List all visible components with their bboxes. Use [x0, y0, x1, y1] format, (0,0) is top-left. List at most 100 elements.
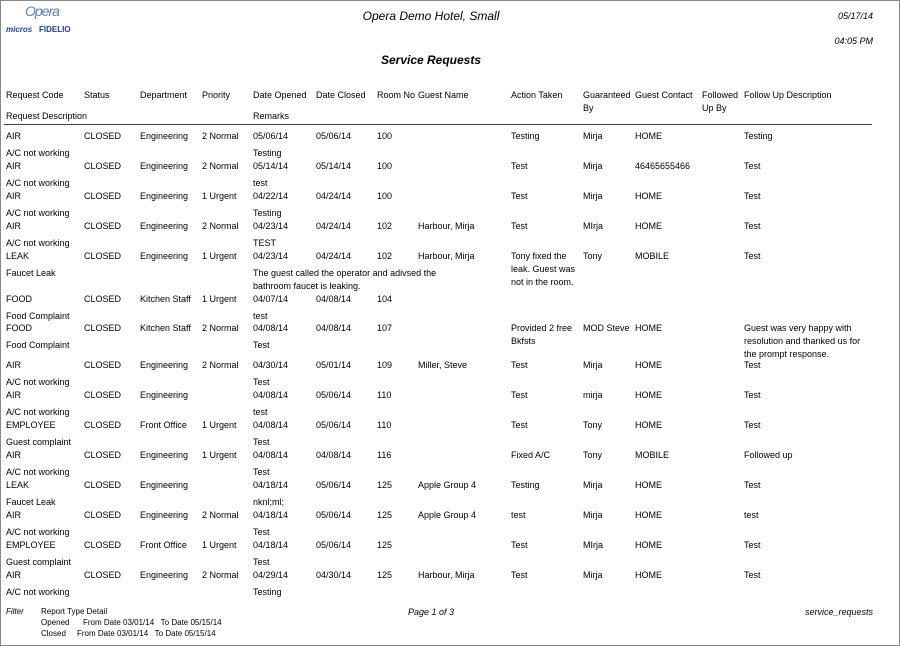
- cell-follow-desc: Guest was very happy with resolution and…: [744, 323, 861, 359]
- logo-micros: micros: [6, 25, 33, 34]
- cell-guest: Miller, Steve: [418, 360, 468, 370]
- cell-room: 102: [377, 221, 393, 231]
- cell-status: CLOSED: [84, 450, 122, 460]
- logo-brand: Opera: [25, 3, 60, 19]
- cell-remarks: Test: [253, 340, 270, 350]
- cell-contact: HOME: [635, 131, 662, 141]
- cell-contact: 46465655466: [635, 161, 691, 171]
- cell-opened: 04/22/14: [253, 191, 289, 201]
- cell-code: AIR: [6, 360, 22, 370]
- logo-fidelio: FIDELIO: [39, 25, 71, 34]
- cell-priority: 1 Urgent: [202, 540, 237, 550]
- cell-follow-desc: Test: [744, 480, 761, 490]
- cell-room: 100: [377, 131, 393, 141]
- cell-guaranteed: MOD Steve: [583, 323, 630, 333]
- cell-description: Guest complaint: [6, 437, 72, 447]
- cell-room: 116: [377, 450, 392, 460]
- cell-description: A/C not working: [6, 148, 70, 158]
- cell-department: Front Office: [140, 540, 187, 550]
- cell-guest: Apple Group 4: [418, 510, 477, 520]
- cell-priority: 2 Normal: [202, 221, 239, 231]
- cell-department: Front Office: [140, 420, 187, 430]
- cell-guaranteed: Tony: [583, 420, 603, 430]
- cell-guaranteed: Mirja: [583, 360, 603, 370]
- cell-department: Engineering: [140, 390, 189, 400]
- cell-department: Kitchen Staff: [140, 323, 191, 333]
- cell-remarks: The guest called the operator and adivse…: [253, 268, 437, 291]
- cell-remarks: Test: [253, 467, 270, 477]
- page-number: Page 1 of 3: [407, 607, 455, 617]
- cell-action: Test: [511, 540, 528, 550]
- cell-department: Engineering: [140, 450, 189, 460]
- column-header: Followed Up By: [702, 90, 739, 113]
- cell-description: A/C not working: [6, 467, 70, 477]
- cell-follow-desc: Test: [744, 570, 761, 580]
- cell-action: Test: [511, 221, 528, 231]
- cell-department: Engineering: [140, 191, 189, 201]
- cell-follow-desc: Test: [744, 191, 761, 201]
- cell-priority: 1 Urgent: [202, 251, 237, 261]
- report-title: Service Requests: [380, 53, 482, 67]
- cell-contact: HOME: [635, 420, 662, 430]
- cell-opened: 04/18/14: [253, 540, 289, 550]
- cell-closed: 05/06/14: [316, 510, 352, 520]
- column-header: Date Opened: [253, 90, 307, 100]
- cell-opened: 04/08/14: [253, 390, 289, 400]
- cell-description: A/C not working: [6, 407, 70, 417]
- cell-room: 109: [377, 360, 393, 370]
- column-header: Status: [84, 90, 110, 100]
- cell-contact: HOME: [635, 480, 662, 490]
- cell-closed: 04/24/14: [316, 221, 352, 231]
- cell-remarks: TEST: [253, 238, 277, 248]
- cell-guest: Harbour, Mirja: [418, 251, 475, 261]
- cell-remarks: Test: [253, 437, 270, 447]
- cell-opened: 04/29/14: [253, 570, 289, 580]
- cell-description: Faucet Leak: [6, 268, 56, 278]
- cell-remarks: test: [253, 311, 268, 321]
- cell-remarks: Test: [253, 527, 270, 537]
- cell-status: CLOSED: [84, 570, 122, 580]
- cell-follow-desc: Followed up: [744, 450, 793, 460]
- column-header: Action Taken: [511, 90, 563, 100]
- cell-remarks: test: [253, 407, 268, 417]
- cell-closed: 04/24/14: [316, 251, 352, 261]
- cell-action: Testing: [511, 480, 540, 490]
- cell-opened: 04/23/14: [253, 221, 289, 231]
- cell-closed: 04/08/14: [316, 294, 352, 304]
- cell-action: Test: [511, 360, 528, 370]
- cell-department: Engineering: [140, 161, 189, 171]
- cell-department: Engineering: [140, 480, 189, 490]
- cell-contact: HOME: [635, 191, 662, 201]
- cell-closed: 04/24/14: [316, 191, 352, 201]
- cell-remarks: test: [253, 178, 268, 188]
- cell-room: 125: [377, 510, 393, 520]
- cell-status: CLOSED: [84, 420, 122, 430]
- cell-contact: HOME: [635, 540, 662, 550]
- cell-guaranteed: Mirja: [583, 510, 603, 520]
- cell-closed: 05/06/14: [316, 420, 352, 430]
- cell-description: Food Complaint: [6, 311, 70, 321]
- cell-priority: 2 Normal: [202, 570, 239, 580]
- cell-action: Provided 2 free Bkfsts: [511, 323, 573, 346]
- cell-opened: 04/18/14: [253, 510, 289, 520]
- cell-code: AIR: [6, 131, 22, 141]
- cell-code: FOOD: [6, 323, 32, 333]
- cell-action: Test: [511, 570, 528, 580]
- cell-contact: HOME: [635, 510, 662, 520]
- cell-closed: 05/01/14: [316, 360, 352, 370]
- print-date: 05/17/14: [837, 11, 873, 21]
- cell-description: A/C not working: [6, 527, 70, 537]
- cell-follow-desc: test: [744, 510, 759, 520]
- cell-status: CLOSED: [84, 390, 122, 400]
- cell-opened: 05/06/14: [253, 131, 289, 141]
- cell-priority: 2 Normal: [202, 360, 239, 370]
- cell-opened: 04/30/14: [253, 360, 289, 370]
- cell-opened: 04/07/14: [253, 294, 289, 304]
- cell-action: test: [511, 510, 526, 520]
- column-header: Request Code: [6, 90, 64, 100]
- cell-code: AIR: [6, 510, 22, 520]
- cell-closed: 04/08/14: [316, 450, 352, 460]
- cell-guest: Harbour, Mirja: [418, 221, 475, 231]
- cell-follow-desc: Test: [744, 161, 761, 171]
